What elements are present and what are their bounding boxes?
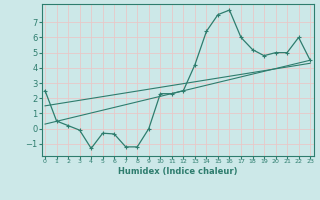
- X-axis label: Humidex (Indice chaleur): Humidex (Indice chaleur): [118, 167, 237, 176]
